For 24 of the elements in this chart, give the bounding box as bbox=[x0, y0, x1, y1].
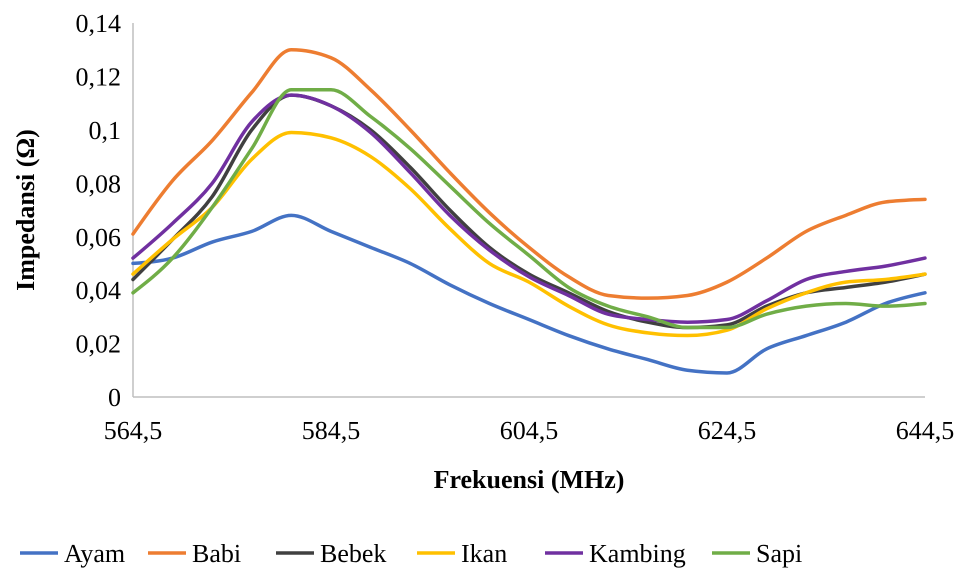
x-tick-label: 584,5 bbox=[302, 416, 360, 445]
legend-label: Babi bbox=[192, 539, 242, 568]
y-tick-label: 0,12 bbox=[76, 62, 121, 92]
legend-label: Bebek bbox=[320, 539, 386, 568]
legend-label: Ikan bbox=[461, 539, 508, 568]
x-axis-title: Frekuensi (MHz) bbox=[434, 465, 624, 494]
line-series bbox=[131, 48, 927, 300]
line-series bbox=[131, 214, 927, 375]
y-tick-label: 0,1 bbox=[88, 116, 121, 145]
legend-label: Ayam bbox=[64, 539, 126, 568]
x-tick-label: 564,5 bbox=[104, 416, 162, 445]
y-tick-label: 0,08 bbox=[76, 169, 121, 198]
y-tick-label: 0,04 bbox=[76, 276, 121, 306]
legend-label: Kambing bbox=[589, 539, 686, 568]
legend-label: Sapi bbox=[756, 539, 802, 568]
y-tick-label: 0 bbox=[108, 383, 121, 412]
line-series bbox=[131, 130, 927, 338]
y-tick-label: 0,14 bbox=[76, 9, 121, 38]
x-tick-label: 624,5 bbox=[698, 416, 756, 445]
y-tick-label: 0,06 bbox=[76, 222, 121, 252]
x-tick-label: 644,5 bbox=[896, 416, 954, 445]
y-axis-title: Impedansi (Ω) bbox=[11, 129, 40, 291]
y-tick-label: 0,02 bbox=[76, 330, 121, 359]
x-tick-label: 604,5 bbox=[500, 416, 558, 445]
